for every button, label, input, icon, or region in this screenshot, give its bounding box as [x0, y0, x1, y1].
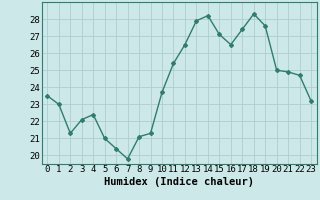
X-axis label: Humidex (Indice chaleur): Humidex (Indice chaleur) — [104, 177, 254, 187]
